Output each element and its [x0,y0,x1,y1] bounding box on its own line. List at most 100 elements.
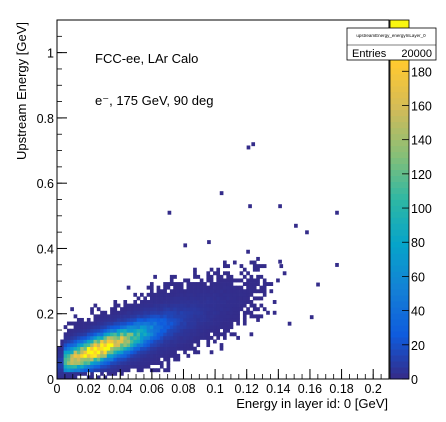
heatmap-cell [116,357,121,362]
heatmap-cell [176,335,181,340]
heatmap-cell [136,310,141,315]
heatmap-cell [189,310,194,315]
heatmap-cell [100,368,104,373]
heatmap-cell [189,289,194,294]
heatmap-cell [113,350,118,355]
heatmap-cell [70,343,74,348]
heatmap-cell [90,361,94,365]
heatmap-cell [249,303,254,308]
heatmap-cell [203,325,207,330]
heatmap-cell [110,371,114,376]
heatmap-cell [133,361,138,365]
heatmap-cell [196,300,201,304]
heatmap-cell [153,310,157,315]
heatmap-cell [232,300,237,304]
heatmap-cell [249,274,254,279]
heatmap-cell [86,353,91,358]
heatmap-cell [232,260,237,265]
heatmap-cell [146,364,151,369]
heatmap-cell [213,285,217,290]
heatmap-cell [76,353,81,358]
heatmap-cell [159,300,164,304]
heatmap-cell [186,285,191,290]
palette-step [390,20,409,27]
heatmap-cell [216,307,221,312]
heatmap-cell [169,325,174,330]
heatmap-cell [173,289,177,294]
heatmap-cell [113,364,118,369]
heatmap-cell [120,346,124,351]
heatmap-cell [80,364,84,369]
heatmap-cell [90,375,94,380]
heatmap-cell [189,307,194,312]
heatmap-cell [153,350,157,355]
heatmap-cell [96,353,101,358]
heatmap-cell [179,332,184,337]
heatmap-cell [73,328,78,333]
heatmap-cell [256,264,260,269]
heatmap-cell [143,300,147,304]
heatmap-cell [146,361,151,365]
heatmap-cell [209,292,214,297]
heatmap-cell [213,317,217,322]
heatmap-cell [106,328,111,333]
heatmap-cell [189,292,194,297]
palette-tick-label: 40 [411,305,425,319]
heatmap-cell [232,303,237,308]
heatmap-cell [183,317,187,322]
heatmap-cell [236,310,240,315]
heatmap-cell [226,271,230,276]
heatmap-cell [173,292,177,297]
heatmap-cell [242,317,247,322]
heatmap-cell [90,339,94,344]
heatmap-cell [143,343,147,348]
heatmap-cell [219,332,224,337]
heatmap-cell [156,339,161,344]
heatmap-cell [73,343,78,348]
heatmap-cell [216,314,221,319]
heatmap-cell [116,343,121,348]
heatmap-cell [183,346,187,351]
heatmap-cell [179,296,184,301]
heatmap-cell [176,343,181,348]
heatmap-cell [209,285,214,290]
heatmap-cell [126,353,131,358]
heatmap-cell [183,289,187,294]
heatmap-cell [83,321,88,326]
y-tick-label: 0.6 [37,177,54,191]
heatmap-cell [209,307,214,312]
heatmap-cell [140,346,144,351]
heatmap-cell [219,325,224,330]
heatmap-cell [76,339,81,344]
heatmap-cell [130,321,134,326]
heatmap-cell [136,343,141,348]
heatmap-cell [153,303,157,308]
heatmap-cell [186,321,191,326]
heatmap-cell [163,282,167,287]
heatmap-cell [206,328,211,333]
heatmap-cell [176,332,181,337]
heatmap-cell [66,375,71,380]
palette-tick-label: 0 [411,373,418,387]
heatmap-cell [90,325,94,330]
heatmap-cell [189,285,194,290]
heatmap-cell [259,274,264,279]
heatmap-cell [226,300,230,304]
heatmap-cell [149,353,154,358]
heatmap-cell [207,240,211,245]
heatmap-cell [213,289,217,294]
heatmap-cell [226,328,230,333]
heatmap-cell [110,307,114,312]
heatmap-cell [60,371,64,376]
heatmap-cell [226,307,230,312]
heatmap-cell [159,303,164,308]
heatmap-cell [103,339,108,344]
heatmap-cell [236,292,240,297]
heatmap-cell [193,303,197,308]
heatmap-cell [93,335,98,340]
palette-step [390,181,409,188]
heatmap-cell [179,300,184,304]
heatmap-cell [60,353,64,358]
heatmap-cell [213,292,217,297]
heatmap-cell [110,317,114,322]
